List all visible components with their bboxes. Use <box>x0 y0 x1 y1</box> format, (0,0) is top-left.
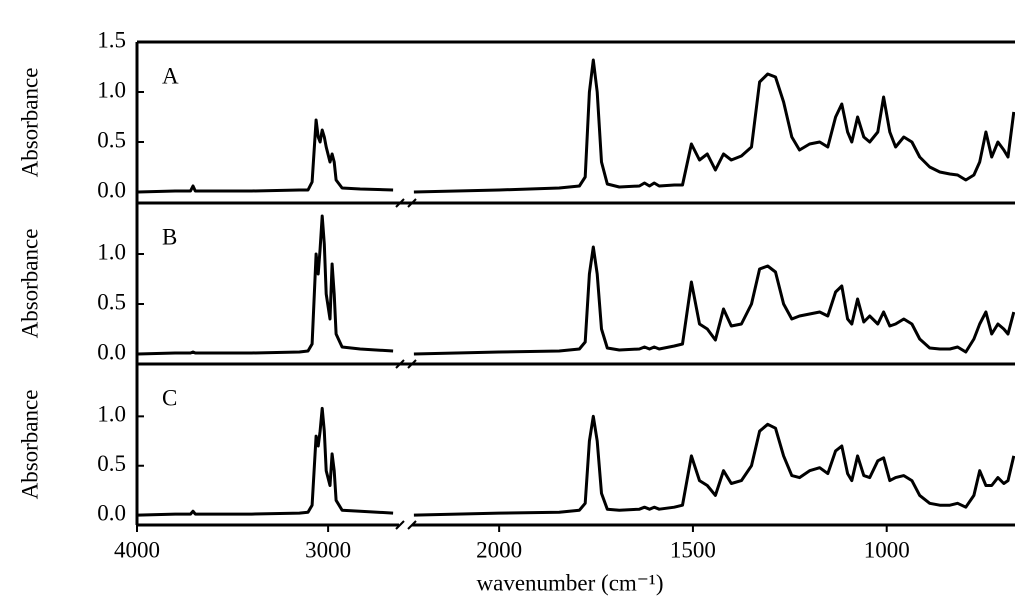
y-tick-label: 1.0 <box>97 77 126 102</box>
y-axis-label: Absorbance <box>17 229 42 339</box>
x-tick-label: 4000 <box>114 537 160 562</box>
axis-break <box>395 520 405 530</box>
x-tick-label: 1000 <box>864 537 910 562</box>
y-tick-label: 0.5 <box>97 451 126 476</box>
x-tick-label: 2000 <box>476 537 522 562</box>
spectrum-line <box>137 406 1015 517</box>
y-tick-label: 0.0 <box>97 339 126 364</box>
x-axis-label: wavenumber (cm⁻¹) <box>477 570 664 595</box>
axis-break <box>407 520 417 530</box>
y-tick-label: 0.5 <box>97 127 126 152</box>
spectrum-line <box>137 58 1015 194</box>
spectrum-line <box>137 214 1015 356</box>
y-tick-label: 1.0 <box>97 402 126 427</box>
y-axis-label: Absorbance <box>17 68 42 178</box>
y-tick-label: 1.0 <box>97 239 126 264</box>
y-tick-label: 0.5 <box>97 289 126 314</box>
y-tick-label: 0.0 <box>97 500 126 525</box>
y-tick-label: 1.5 <box>97 27 126 52</box>
panel-label: A <box>162 63 179 88</box>
panel-label: C <box>162 385 177 410</box>
y-axis-label: Absorbance <box>17 390 42 500</box>
y-tick-label: 0.0 <box>97 177 126 202</box>
x-tick-label: 3000 <box>305 537 351 562</box>
x-tick-label: 1500 <box>670 537 716 562</box>
panel-label: B <box>162 224 177 249</box>
